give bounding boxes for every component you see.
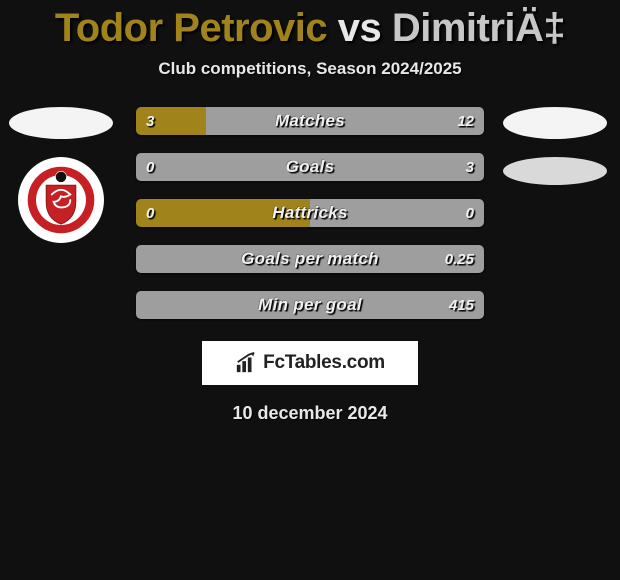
stat-bar-label: Goals: [136, 153, 484, 181]
left-player-banner: [9, 107, 113, 139]
stat-bar-label: Goals per match: [136, 245, 484, 273]
stat-bar-left-value: 0: [146, 153, 154, 181]
player2-name: DimitriÄ‡: [392, 6, 565, 50]
right-player-banner-2: [503, 157, 607, 185]
stat-bar-left-value: 0: [146, 199, 154, 227]
snapshot-date: 10 december 2024: [0, 403, 620, 424]
stat-bar: Hattricks0 0: [136, 199, 484, 227]
stat-bar-label: Hattricks: [136, 199, 484, 227]
stat-bar-left-value: 3: [146, 107, 154, 135]
stat-bar-right-value: 0.25: [445, 245, 474, 273]
stat-bar-label: Matches: [136, 107, 484, 135]
stat-bar: Min per goal415: [136, 291, 484, 319]
stat-bar-right-value: 415: [449, 291, 474, 319]
comparison-title: Todor Petrovic vs DimitriÄ‡: [0, 0, 620, 51]
stat-bar: Matches3 12: [136, 107, 484, 135]
right-player-column: [500, 107, 610, 185]
vs-text: vs: [327, 6, 392, 50]
stat-bar: Goals0 3: [136, 153, 484, 181]
bar-chart-icon: [235, 352, 257, 374]
player1-name: Todor Petrovic: [55, 6, 327, 50]
stat-bar-right-value: 0: [466, 199, 474, 227]
stat-bar-label: Min per goal: [136, 291, 484, 319]
left-player-column: [6, 107, 116, 243]
source-logo-text: FcTables.com: [263, 352, 385, 374]
stat-bars: Matches312Goals03Hattricks00Goals per ma…: [136, 107, 484, 319]
club-crest-icon: [24, 163, 98, 237]
right-player-banner: [503, 107, 607, 139]
subtitle: Club competitions, Season 2024/2025: [0, 59, 620, 79]
left-player-club-badge: [18, 157, 104, 243]
source-logo: FcTables.com: [202, 341, 418, 385]
comparison-area: Matches312Goals03Hattricks00Goals per ma…: [0, 107, 620, 319]
stat-bar: Goals per match0.25: [136, 245, 484, 273]
stat-bar-right-value: 12: [457, 107, 474, 135]
stat-bar-right-value: 3: [466, 153, 474, 181]
